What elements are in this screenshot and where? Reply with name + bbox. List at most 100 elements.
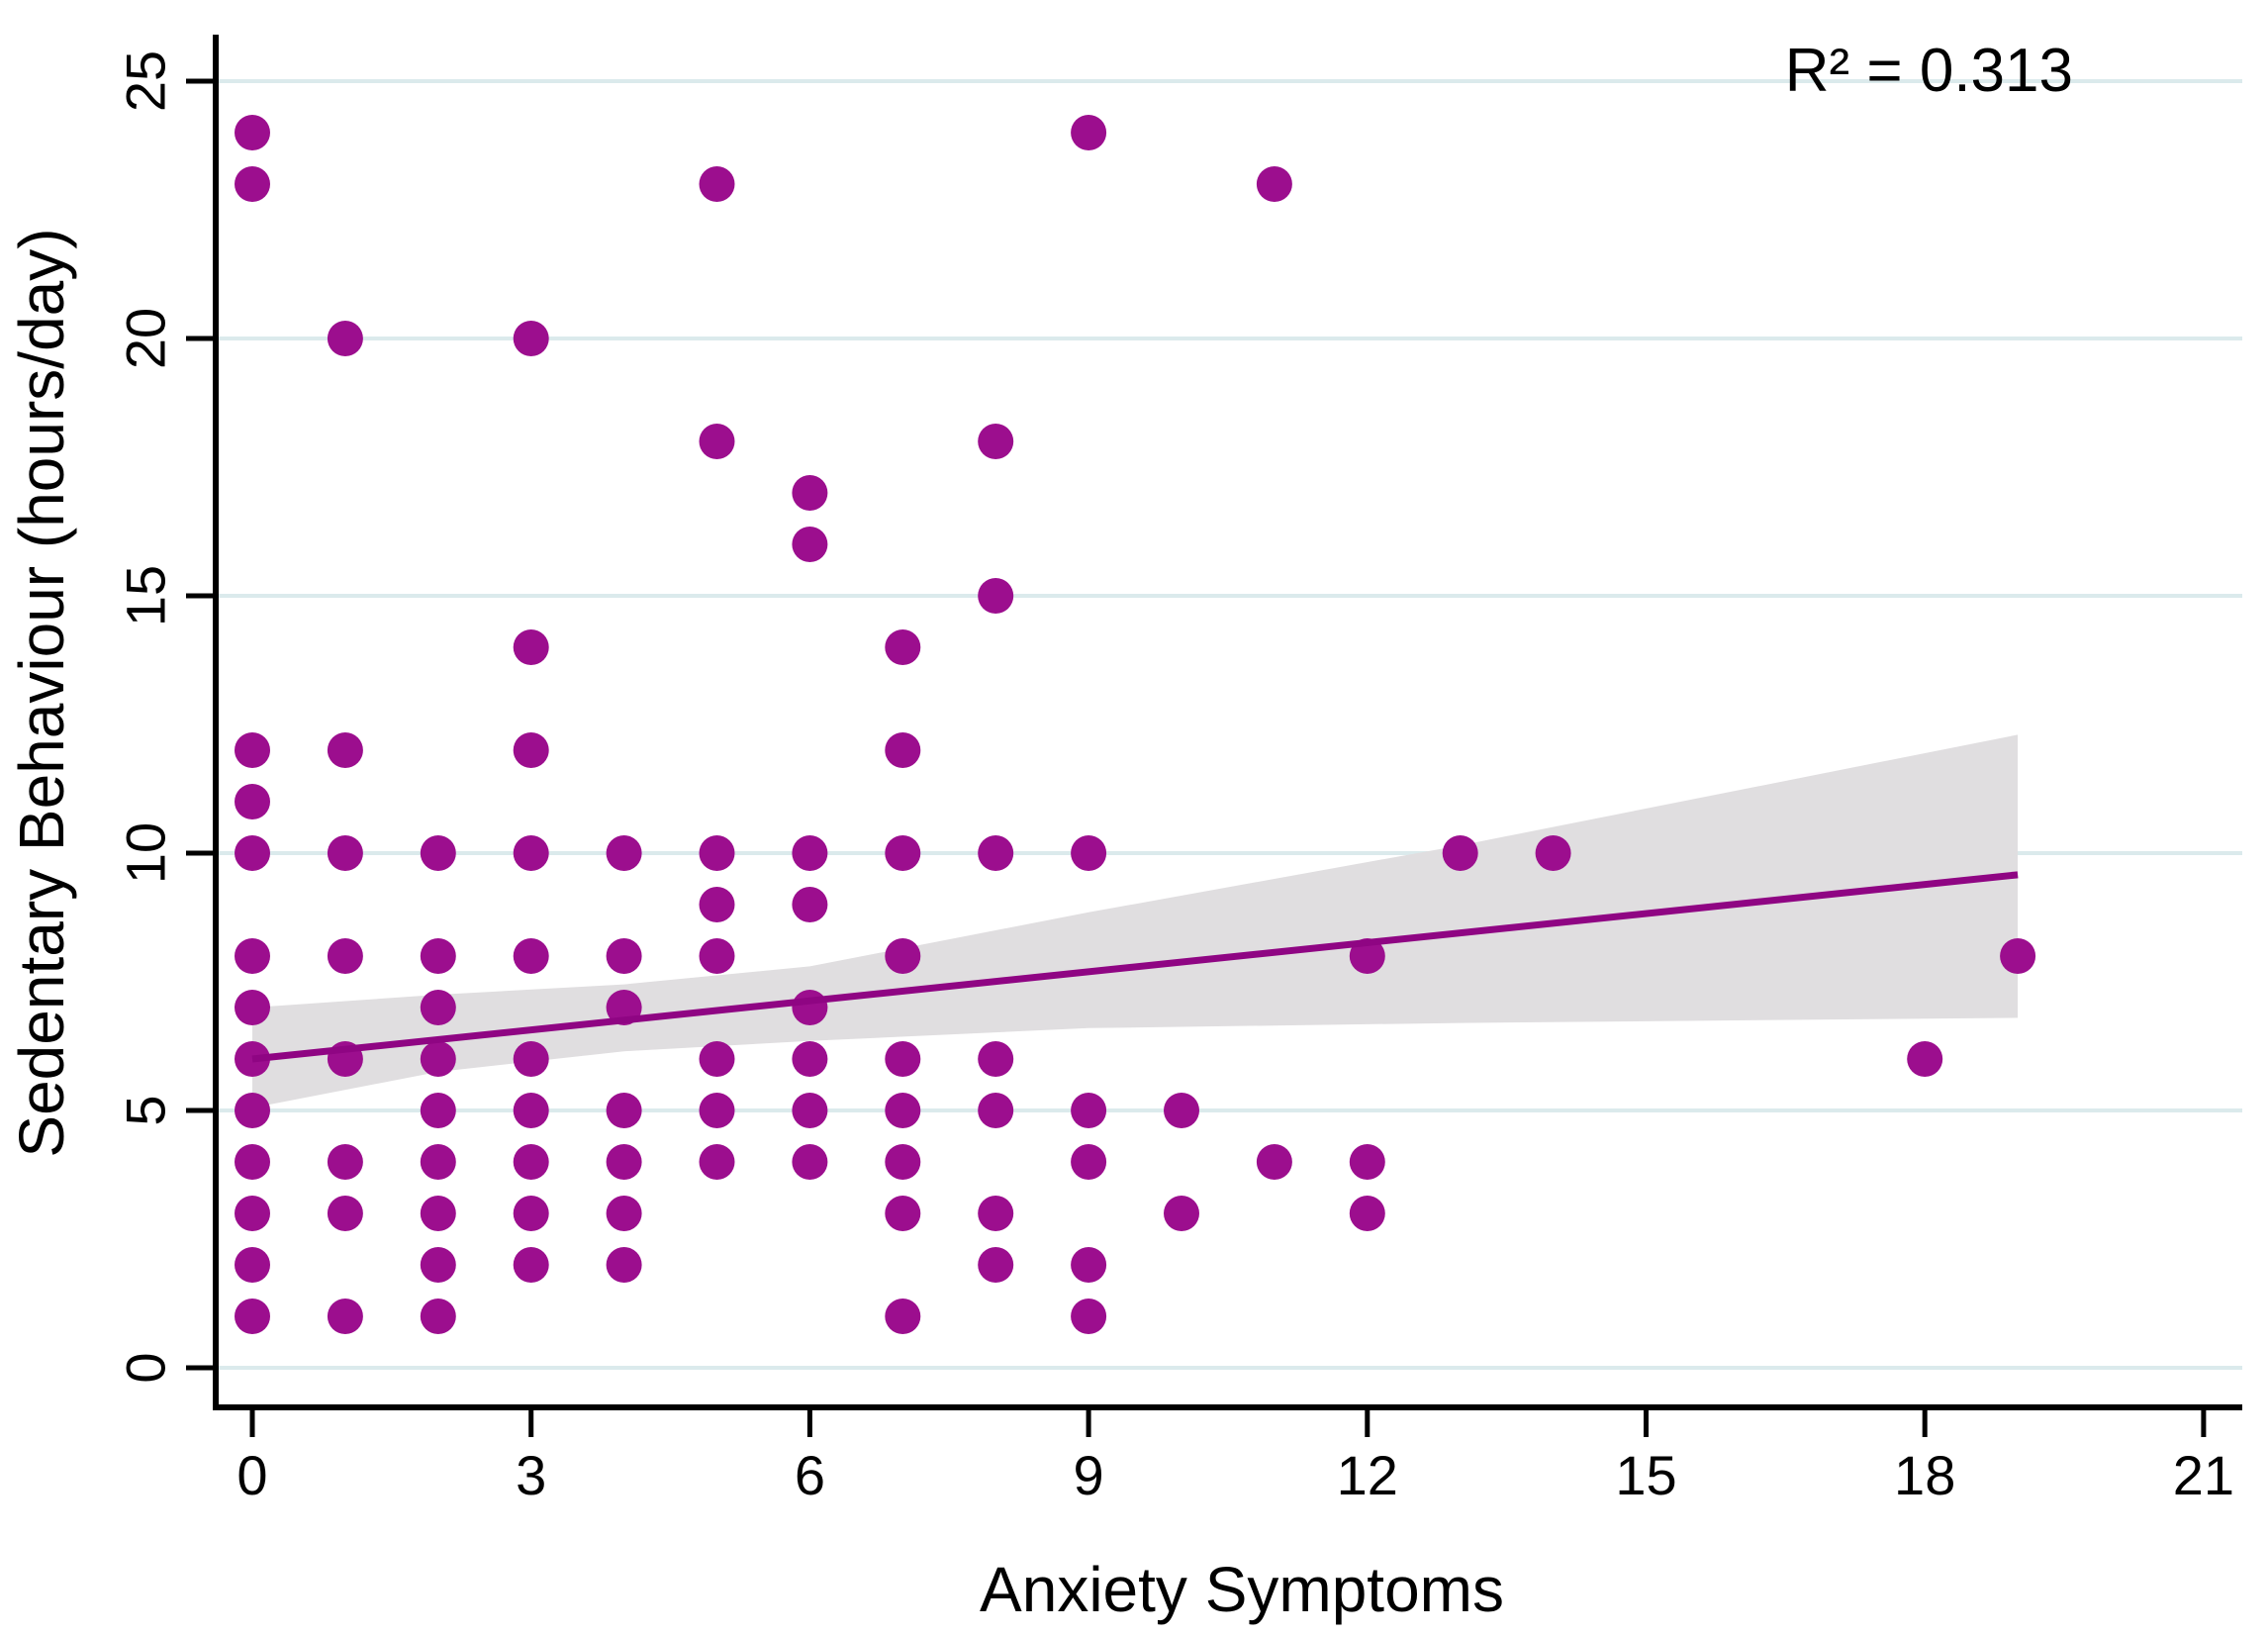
data-point [885,1299,921,1334]
x-tick-label: 18 [1894,1444,1955,1506]
x-tick-label: 9 [1074,1444,1104,1506]
data-point [978,835,1014,871]
data-point [235,1196,270,1231]
data-point [513,1041,549,1077]
data-point [513,1093,549,1128]
data-point [513,732,549,768]
data-point [699,835,735,871]
y-tick-label: 5 [115,1095,177,1125]
x-tick-label: 21 [2173,1444,2234,1506]
data-point [420,938,456,974]
data-point [1349,938,1385,974]
data-point [513,321,549,356]
axes [186,35,2242,1437]
y-axis-title: Sedentary Behaviour (hours/day) [6,228,77,1157]
r-squared-annotation: R² = 0.313 [1785,37,2073,105]
data-point [327,938,363,974]
data-point [885,1093,921,1128]
x-tick-label: 12 [1337,1444,1398,1506]
data-point [792,1093,828,1128]
data-point [1071,1144,1107,1180]
data-point [792,1041,828,1077]
data-point [420,1299,456,1334]
data-point [978,1247,1014,1283]
data-point [235,784,270,819]
data-point [235,835,270,871]
data-point [606,1247,642,1283]
y-tick-label: 20 [115,308,177,369]
data-point [699,1093,735,1128]
data-point [885,629,921,665]
data-point [235,1093,270,1128]
data-point [1164,1196,1199,1231]
data-point [1071,115,1107,150]
data-point [327,1144,363,1180]
data-point [1071,835,1107,871]
data-point [420,1093,456,1128]
regression-line [251,871,2019,1063]
x-tick-label: 6 [795,1444,825,1506]
data-point [978,1196,1014,1231]
data-point [235,990,270,1025]
x-tick-label: 0 [236,1444,267,1506]
data-point [235,938,270,974]
data-point [420,1144,456,1180]
data-point [327,732,363,768]
data-point [885,1144,921,1180]
data-point [792,527,828,562]
data-point [885,835,921,871]
data-point [885,1041,921,1077]
data-point [327,1196,363,1231]
data-point [513,835,549,871]
data-point [420,990,456,1025]
data-point [978,1041,1014,1077]
data-point [420,835,456,871]
data-point [606,1196,642,1231]
x-tick-label: 15 [1615,1444,1676,1506]
data-point [1907,1041,1943,1077]
data-point [235,1144,270,1180]
data-point [235,1299,270,1334]
data-point [699,1144,735,1180]
data-point [978,424,1014,459]
y-tick-labels: 0 5 10 15 20 25 [115,50,177,1384]
data-points [235,115,2036,1334]
y-tick-label: 10 [115,822,177,884]
data-point [513,629,549,665]
data-point [1164,1093,1199,1128]
data-point [792,990,828,1025]
data-point [1256,166,1292,202]
data-point [2000,938,2036,974]
data-point [1442,835,1478,871]
data-point [1535,835,1571,871]
data-point [420,1196,456,1231]
data-point [792,1144,828,1180]
data-point [513,938,549,974]
data-point [606,835,642,871]
data-point [420,1247,456,1283]
data-point [513,1196,549,1231]
data-point [792,475,828,511]
data-point [885,938,921,974]
x-tick-labels: 0 3 6 9 12 15 18 21 [236,1444,2234,1506]
data-point [792,887,828,922]
y-tick-label: 25 [115,50,177,112]
data-point [699,938,735,974]
data-point [327,1299,363,1334]
data-point [513,1144,549,1180]
data-point [327,321,363,356]
data-point [1349,1144,1385,1180]
x-tick-label: 3 [516,1444,546,1506]
data-point [606,938,642,974]
data-point [978,1093,1014,1128]
data-point [792,835,828,871]
data-point [420,1041,456,1077]
data-point [1071,1247,1107,1283]
data-point [235,1247,270,1283]
data-point [606,1093,642,1128]
data-point [699,424,735,459]
data-point [513,1247,549,1283]
data-point [978,578,1014,614]
